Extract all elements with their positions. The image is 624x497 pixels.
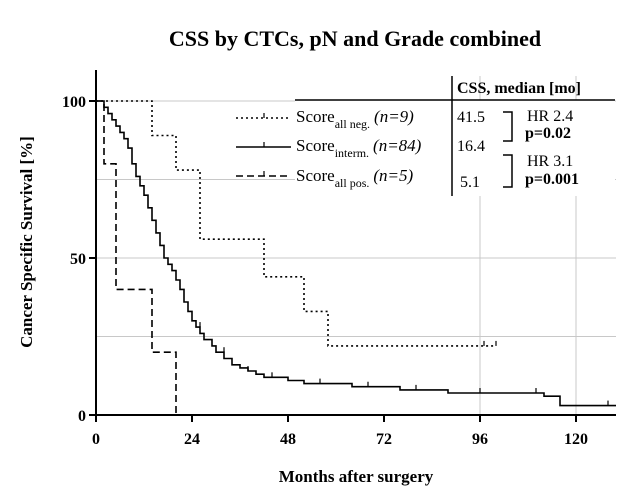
legend-label-all-neg: Scoreall neg. (n=9): [296, 107, 414, 131]
x-axis-label: Months after surgery: [279, 467, 434, 486]
hr-1: HR 2.4: [527, 108, 573, 125]
legend-score-all-neg: Score: [296, 107, 335, 126]
y-tick-label: 0: [78, 408, 86, 425]
legend-sub-all-neg: all neg.: [335, 117, 370, 131]
x-tick-label: 96: [472, 431, 488, 448]
curve-score-all-pos: [96, 100, 177, 415]
legend: CSS, median [mo] Scoreall neg. (n=9) Scor…: [236, 76, 615, 196]
legend-score-all-pos: Score: [296, 166, 335, 185]
p-value-1: p=0.02: [525, 125, 571, 142]
curve-score-interm: [96, 100, 616, 407]
y-axis-label: Cancer Specific Survival [%]: [17, 136, 36, 348]
y-tick-label: 100: [62, 94, 86, 111]
legend-sub-interm: interm.: [335, 146, 369, 160]
p-value-2: p=0.001: [525, 171, 579, 188]
survival-curves: [96, 100, 616, 415]
legend-score-interm: Score: [296, 136, 335, 155]
x-axis-ticks: 0 24 48 72 96 120: [92, 415, 588, 448]
comparison-bracket-1: [503, 111, 513, 142]
median-all-pos: 5.1: [460, 174, 480, 191]
median-all-neg: 41.5: [457, 109, 485, 126]
comparison-bracket-2: [503, 154, 513, 188]
x-tick-label: 72: [376, 431, 392, 448]
legend-background: [295, 100, 615, 196]
legend-sub-all-pos: all pos.: [335, 176, 370, 190]
legend-n-all-neg: (n=9): [374, 107, 414, 126]
legend-n-all-pos: (n=5): [373, 166, 413, 185]
y-tick-label: 50: [70, 251, 86, 268]
y-axis-ticks: 0 50 100: [62, 94, 96, 425]
legend-label-all-pos: Scoreall pos. (n=5): [296, 166, 414, 190]
x-tick-label: 48: [280, 431, 296, 448]
legend-label-interm: Scoreinterm. (n=84): [296, 136, 422, 160]
legend-n-interm: (n=84): [373, 136, 422, 155]
table-header: CSS, median [mo]: [457, 80, 581, 97]
median-interm: 16.4: [457, 138, 485, 155]
hr-2: HR 3.1: [527, 153, 573, 170]
x-tick-label: 24: [184, 431, 200, 448]
x-tick-label: 0: [92, 431, 100, 448]
chart-title: CSS by CTCs, pN and Grade combined: [169, 26, 541, 51]
x-tick-label: 120: [564, 431, 588, 448]
